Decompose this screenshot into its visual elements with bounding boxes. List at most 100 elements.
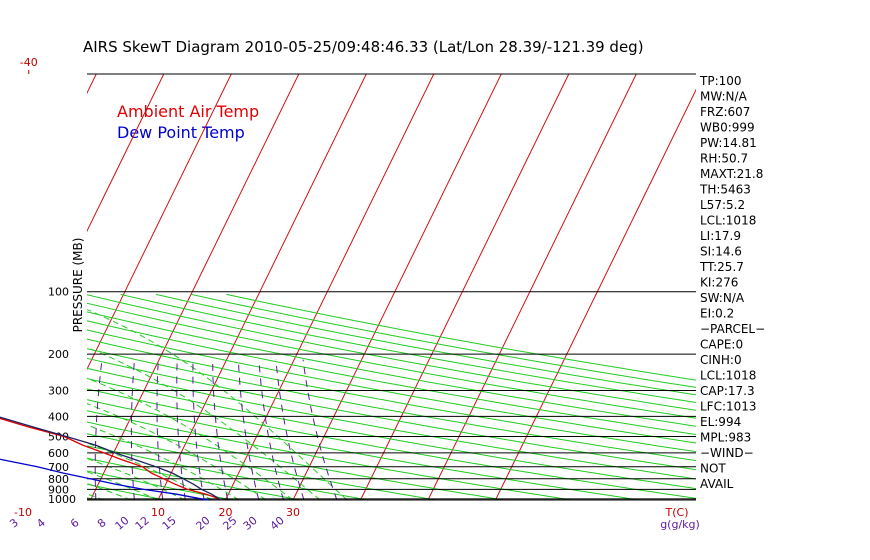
index-label: FRZ:607 [700,105,750,119]
index-label: LCL:1018 [700,214,756,228]
dry-adiabat [87,433,437,500]
index-label: −PARCEL− [700,322,765,336]
index-label: SW:N/A [700,291,745,305]
index-label: LI:17.9 [700,229,741,243]
index-label: CINH:0 [700,353,742,367]
chart-title: AIRS SkewT Diagram 2010-05-25/09:48:46.3… [83,38,644,56]
dry-adiabat [87,320,696,436]
isotherm [427,74,637,500]
pressure-tick-label: 300 [48,385,69,398]
mixing-ratio-line [212,359,229,500]
dry-adiabat [0,294,30,500]
isotherm [360,74,570,500]
index-label: TP:100 [699,74,742,88]
mixing-ratio-line [258,359,284,500]
temperature-unit-label: T(C) [665,506,689,519]
mixing-ratio-tick-label: 12 [133,514,152,533]
dry-adiabat [87,348,696,462]
isotherm [87,74,232,371]
legend-dew-point-temp: Dew Point Temp [117,123,245,142]
index-label: EI:0.2 [700,307,734,321]
dry-adiabat [87,470,233,500]
bottom-temp-tick-label: 20 [219,506,233,519]
moist-adiabat [87,346,321,500]
mixing-ratio-unit-label: g(g/kg) [660,518,700,531]
index-label: NOT [700,462,726,476]
bottom-temp-tick-label: -10 [14,506,32,519]
index-label: TT:25.7 [699,260,744,274]
dry-adiabat [87,367,696,480]
bottom-temp-tick-label: 30 [286,506,300,519]
isotherm [225,74,435,500]
index-label: CAPE:0 [700,338,743,352]
isotherm [90,74,300,500]
dry-adiabat [87,410,572,500]
moist-adiabat [0,294,23,500]
index-label: −WIND− [700,446,754,460]
mixing-ratio-tick-label: 4 [34,516,48,530]
index-label: LCL:1018 [700,369,756,383]
mixing-ratio-line [237,359,260,500]
index-label: AVAIL [700,477,734,491]
pressure-tick-label: 100 [48,286,69,299]
mixing-ratio-line [156,359,164,500]
isotherm [292,74,502,500]
mixing-ratio-tick-label: 20 [194,514,213,533]
dry-adiabat [87,399,640,500]
top-temp-tick-label: -40 [20,56,38,69]
isotherm [157,74,367,500]
moist-adiabat [87,424,240,500]
moist-adiabat [87,403,267,500]
moist-adiabat [87,308,348,500]
dry-adiabat [87,294,696,411]
dew-point-temp-line [0,458,209,501]
dry-adiabat [155,293,696,396]
index-label: PW:14.81 [700,136,757,150]
pressure-tick-label: 1000 [48,493,76,506]
mixing-ratio-tick-label: 6 [68,516,82,530]
dry-adiabat [226,293,696,381]
moist-adiabat [0,294,50,500]
plot-area [0,74,696,500]
index-label: SI:14.6 [700,245,742,259]
y-axis-label: PRESSURE (MB) [71,238,85,333]
moist-adiabat [87,457,186,500]
dry-adiabat [87,421,504,500]
mixing-ratio-tick-label: 40 [268,514,287,533]
dry-adiabat [120,293,696,403]
moist-adiabat [87,483,132,500]
index-label: WB0:999 [700,121,755,135]
index-label: RH:50.7 [700,152,748,166]
mixing-ratio-line [94,359,103,500]
dry-adiabat [87,329,696,444]
dry-adiabat [87,378,696,490]
dry-adiabat [87,302,696,419]
mixing-ratio-line [176,359,186,500]
mixing-ratio-line [70,360,80,500]
legend-ambient-air-temp: Ambient Air Temp [117,102,259,121]
isotherm [495,88,696,500]
pressure-tick-label: 600 [48,447,69,460]
pressure-tick-label: 200 [48,348,69,361]
index-label: CAP:17.3 [700,384,755,398]
index-label: MPL:983 [700,431,751,445]
dry-adiabat [87,338,696,453]
mixing-ratio-line [130,359,135,500]
mixing-ratio-tick-label: 30 [241,514,260,533]
index-label: L57:5.2 [700,198,745,212]
isotherm [87,74,165,233]
mixing-ratio-line [192,359,205,500]
dry-adiabat [87,457,301,500]
mixing-ratio-tick-label: 10 [113,514,132,533]
dry-adiabat [87,445,369,500]
mixing-ratio-line [275,359,305,500]
pressure-tick-label: 800 [48,473,69,486]
parcel-line [0,416,223,501]
mixing-ratio-line [9,360,28,500]
mixing-ratio-line [302,359,338,500]
dry-adiabat [87,388,696,499]
mixing-ratio-tick-label: 8 [95,516,109,530]
bottom-temp-tick-label: 10 [151,506,165,519]
dry-adiabat [87,357,696,471]
